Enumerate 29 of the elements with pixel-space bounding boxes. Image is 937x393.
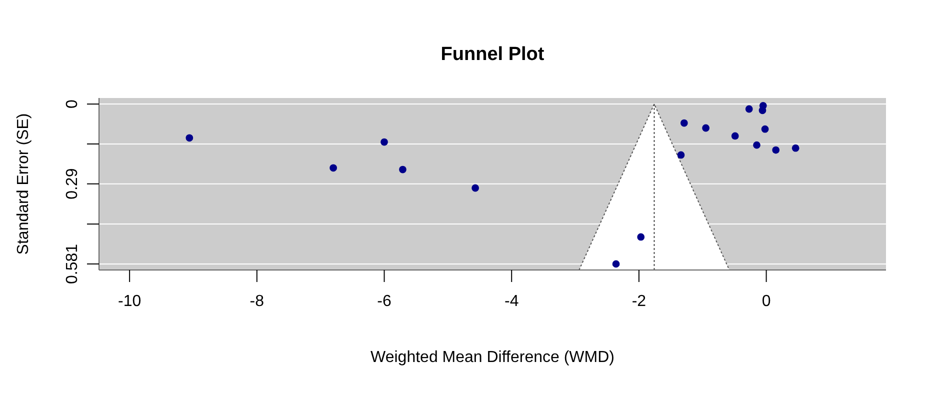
point — [772, 146, 780, 154]
point — [731, 132, 739, 140]
y-axis-title: Standard Error (SE) — [15, 113, 32, 255]
y-tick-label: 0.581 — [64, 244, 81, 284]
x-tick-label: -10 — [118, 293, 142, 310]
point — [399, 166, 406, 174]
point — [753, 141, 760, 149]
x-tick-label: -4 — [504, 293, 519, 310]
point — [612, 260, 620, 268]
point — [380, 138, 388, 146]
x-tick-label: -2 — [632, 293, 646, 310]
x-axis-title: Weighted Mean Difference (WMD) — [370, 349, 614, 366]
chart-title: Funnel Plot — [440, 44, 545, 65]
x-tick-label: 0 — [762, 293, 771, 310]
point — [761, 125, 769, 133]
point — [677, 151, 685, 159]
point — [792, 144, 800, 152]
y-tick-label: 0 — [64, 100, 81, 109]
point — [758, 106, 766, 114]
point — [330, 164, 338, 172]
x-tick-label: -6 — [377, 293, 392, 310]
y-tick-label: 0.29 — [64, 168, 81, 200]
x-tick-label: -8 — [250, 293, 264, 310]
point — [680, 119, 688, 127]
point — [637, 233, 645, 241]
point — [472, 184, 480, 192]
point — [702, 124, 710, 132]
point — [745, 105, 753, 113]
point — [186, 134, 194, 142]
